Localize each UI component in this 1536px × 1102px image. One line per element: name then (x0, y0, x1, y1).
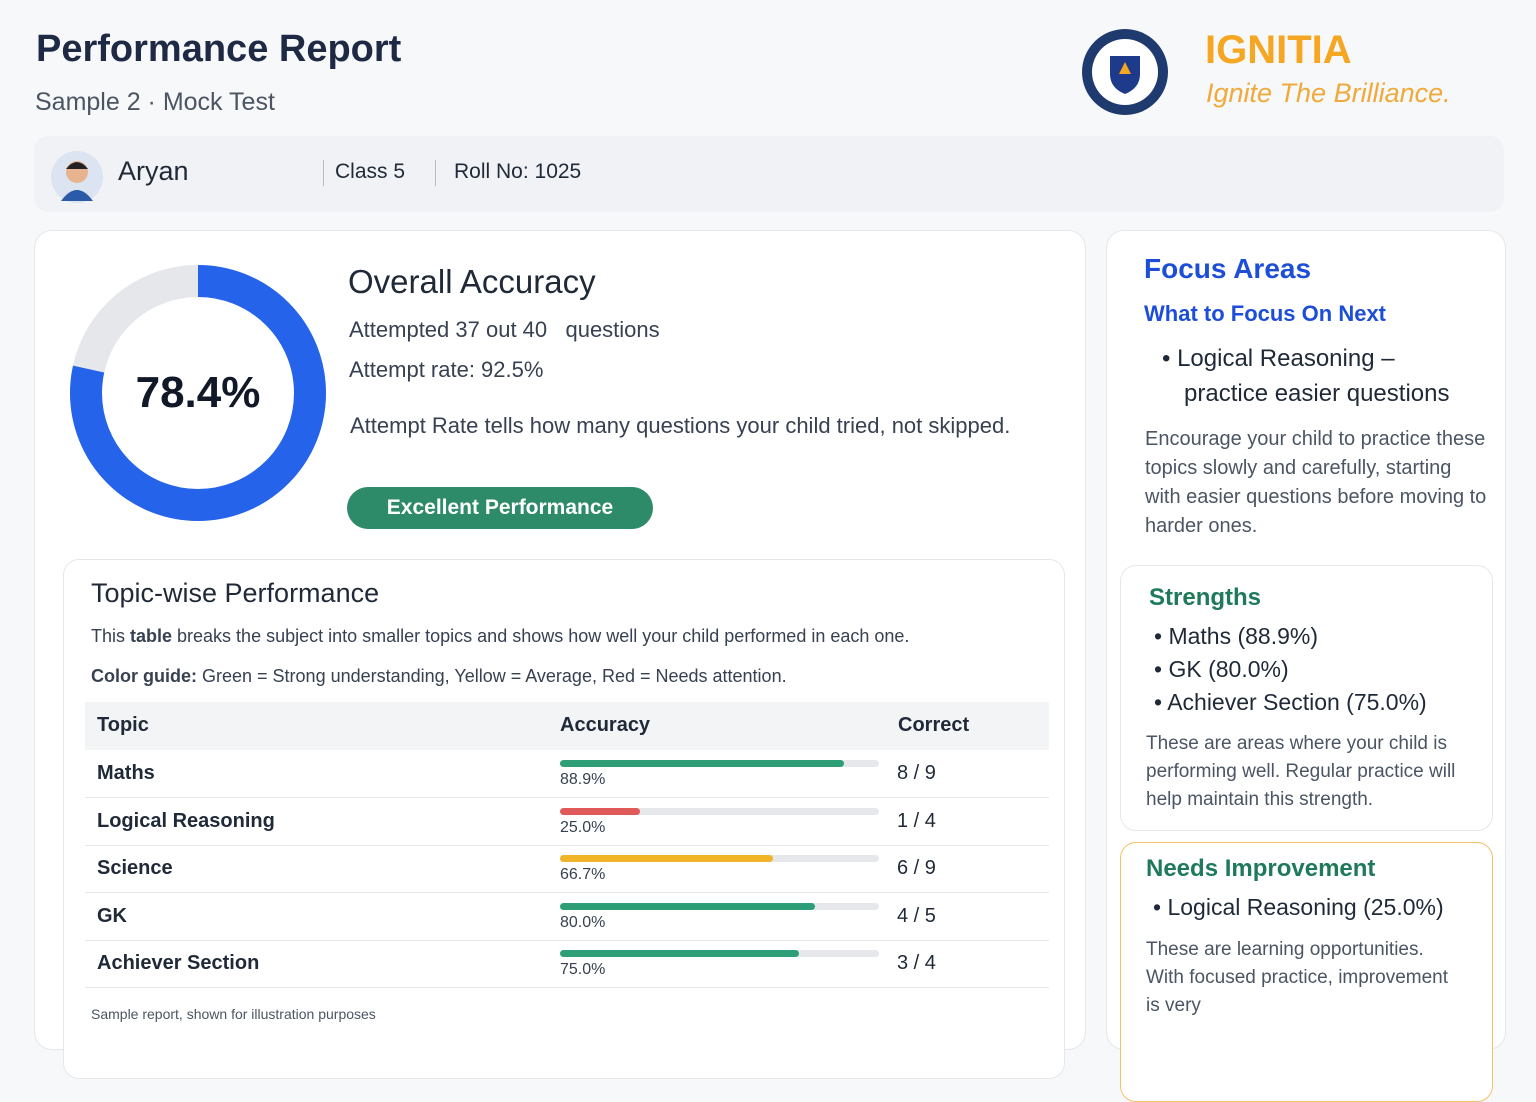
bullet: Achiever Section (75.0%) (1154, 686, 1427, 719)
row-divider (85, 987, 1049, 988)
correct: 6 / 9 (897, 857, 936, 879)
correct: 3 / 4 (897, 952, 936, 974)
accuracy-label: 80.0% (560, 913, 606, 931)
main-card: 78.4% Overall Accuracy Attempted 37 out … (34, 230, 1086, 1079)
accuracy-label: 25.0% (560, 818, 606, 836)
avatar (51, 151, 103, 203)
topic-name: Maths (97, 762, 155, 784)
row-divider (85, 797, 1049, 798)
bar-track (560, 807, 879, 815)
tagline: Ignite The Brilliance. (1206, 78, 1451, 108)
guide: Color guide: Green = Strong understandin… (91, 666, 787, 687)
attempt-rate: Attempt rate: 92.5% (349, 357, 544, 382)
column-header: Correct (898, 714, 970, 736)
subtitle: Sample 2 · Mock Test (35, 88, 275, 116)
topic-name: Achiever Section (97, 952, 260, 974)
intro: This table breaks the subject into small… (91, 626, 909, 647)
guide-label: Color guide: (91, 666, 197, 686)
topic-name: Logical Reasoning (97, 809, 275, 832)
intro-text: This (91, 626, 131, 646)
correct: 1 / 4 (897, 809, 936, 832)
strengths-bullets: Maths (88.9%)GK (80.0%)Achiever Section … (1154, 620, 1427, 719)
student-bar: Aryan Class 5 Roll No: 1025 (34, 136, 1504, 212)
topic-card: Topic-wise Performance This table breaks… (63, 559, 1065, 1079)
guide-text: Green = Strong understanding, Yellow = A… (197, 666, 787, 686)
focus-subtitle: What to Focus On Next (1144, 301, 1386, 326)
focus-title: Focus Areas (1144, 253, 1312, 284)
correct: 8 / 9 (897, 762, 936, 784)
column-header: Accuracy (560, 714, 651, 736)
topic-title: Topic-wise Performance (91, 578, 380, 608)
student-name: Aryan (118, 156, 189, 186)
row-divider (85, 844, 1049, 846)
improvement-card: Needs Improvement Logical Reasoning (25.… (1120, 842, 1493, 1102)
separator (323, 160, 324, 186)
strengths-text: These are areas where your child is perf… (1146, 733, 1456, 810)
bullet: GK (80.0%) (1154, 653, 1427, 686)
strengths-title: Strengths (1149, 584, 1262, 611)
accuracy-bar (560, 807, 640, 815)
accuracy-label: 75.0% (560, 961, 606, 978)
donut-label: 78.4% (136, 368, 261, 417)
badge: Excellent Performance (347, 487, 653, 529)
topic-name: GK (97, 904, 127, 927)
improvement-bullets: Logical Reasoning (25.0%) (1153, 891, 1443, 924)
bullet: Maths (88.9%) (1154, 620, 1427, 653)
intro-bold: table (130, 626, 173, 646)
separator (435, 160, 436, 186)
intro-text: breaks the subject into smaller topics a… (172, 626, 910, 646)
accuracy-label: 88.9% (560, 771, 606, 788)
accuracy-bar (560, 855, 773, 862)
correct: 4 / 5 (897, 904, 936, 927)
accuracy-label: 66.7% (560, 866, 606, 883)
focus-text: Encourage your child to practice these t… (1145, 428, 1487, 537)
accuracy-bar (560, 950, 800, 957)
student-roll: Roll No: 1025 (454, 160, 582, 183)
accuracy-bar (560, 902, 816, 910)
focus-bullets: Logical Reasoning – practice easier ques… (1162, 341, 1482, 411)
student-class: Class 5 (335, 160, 406, 183)
improvement-text: These are learning opportunities. With f… (1146, 939, 1449, 1016)
donut: 78.4% (70, 265, 326, 521)
focus-card: Focus Areas What to Focus On Next Logica… (1106, 230, 1506, 1102)
footnote: Sample report, shown for illustration pu… (91, 1006, 376, 1022)
column-header: Topic (97, 714, 149, 736)
brand: IGNITIA (1205, 28, 1352, 72)
title: Performance Report (36, 28, 402, 70)
accuracy-bar (560, 760, 844, 767)
note: Attempt Rate tells how many questions yo… (350, 413, 1011, 438)
table: Topic Accuracy Correct Maths 88.9% 8 / 9 Lo… (85, 702, 1049, 1002)
bullet: Logical Reasoning – practice easier ques… (1177, 341, 1482, 411)
page: Performance Report Sample 2 · Mock Test … (0, 0, 1536, 1024)
bullet: Logical Reasoning (25.0%) (1153, 891, 1443, 924)
topic-name: Science (97, 857, 173, 879)
row-divider (85, 892, 1049, 893)
row-divider (85, 939, 1049, 941)
donut-arc (70, 265, 326, 521)
table-header (85, 702, 1049, 750)
attempted: Attempted 37 out 40 questions (349, 317, 660, 342)
improvement-title: Needs Improvement (1146, 855, 1376, 882)
logo (1082, 29, 1168, 115)
strengths-card: Strengths Maths (88.9%)GK (80.0%)Achieve… (1120, 565, 1493, 831)
overall-title: Overall Accuracy (348, 263, 596, 300)
